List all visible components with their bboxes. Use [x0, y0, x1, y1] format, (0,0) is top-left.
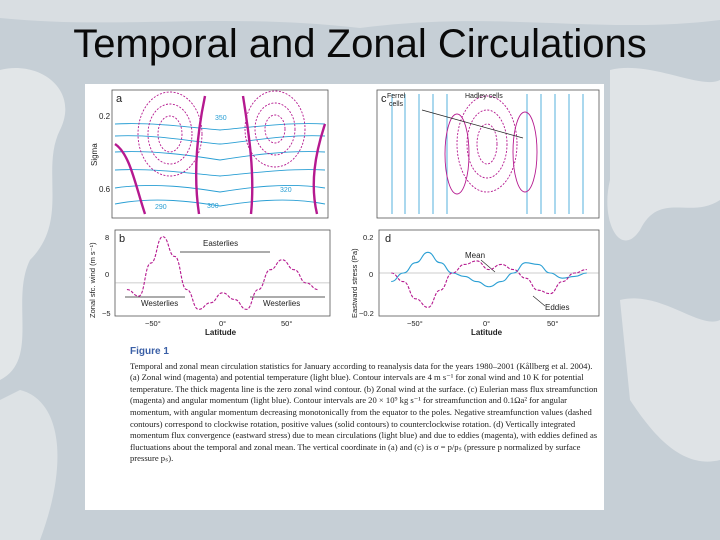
mean-label: Mean: [465, 251, 485, 260]
panel-b-xlabel: Latitude: [205, 328, 237, 337]
eddies-label: Eddies: [545, 303, 569, 312]
contour-label: 290: [155, 204, 167, 211]
ferrel-cells-label: Ferrel cells: [387, 93, 406, 108]
panel-c-letter: c: [381, 93, 387, 105]
panel-b-xtick: 0°: [219, 319, 226, 328]
series-line-mean: [391, 251, 587, 288]
panel-a-ytick: 0.6: [99, 185, 111, 194]
slide-title: Temporal and Zonal Circulations: [73, 22, 647, 66]
contour-label: 320: [280, 187, 292, 194]
wind-contours: [137, 90, 306, 177]
contour-label: 300: [207, 203, 219, 210]
panel-d-ytick: 0.2: [363, 233, 373, 242]
caption-text: Temporal and zonal mean circulation stat…: [130, 360, 598, 464]
series-line-wind: [126, 236, 319, 310]
panel-d-ylabel: Eastward stress (Pa): [350, 248, 359, 318]
panel-d-xtick: 50°: [547, 319, 558, 328]
theta-contours: [114, 123, 326, 207]
panel-a-ylabel: Sigma: [90, 143, 99, 166]
panel-d-xtick: 0°: [483, 319, 490, 328]
panel-b: b Zonal sfc. wind (m s⁻¹) 8 0 −5 −50° 0°…: [85, 226, 345, 338]
panel-b-letter: b: [119, 233, 125, 245]
zero-wind-contour: [114, 95, 327, 215]
panel-b-ytick: 8: [105, 233, 109, 242]
panel-d-xlabel: Latitude: [471, 328, 503, 337]
contour-label: 350: [215, 115, 227, 122]
panel-d-ytick: −0.2: [359, 309, 374, 318]
streamfunction-contours: [444, 95, 538, 195]
westerlies-label: Westerlies: [263, 299, 300, 308]
panel-d-xtick: −50°: [407, 319, 423, 328]
caption-label: Figure 1: [130, 346, 169, 357]
figure-card: a Sigma 0.2 0.6: [85, 84, 604, 510]
panel-b-xtick: 50°: [281, 319, 292, 328]
hadley-cells-label: Hadley cells: [465, 93, 503, 100]
panel-b-xtick: −50°: [145, 319, 161, 328]
panel-c: c Ferrel cells Hadley cells: [347, 84, 604, 224]
series-line-eddies: [391, 260, 587, 308]
panel-b-ylabel: Zonal sfc. wind (m s⁻¹): [88, 242, 97, 318]
figure-caption: Figure 1 Temporal and zonal mean circula…: [130, 346, 600, 506]
westerlies-label: Westerlies: [141, 299, 178, 308]
panel-a-letter: a: [116, 93, 123, 105]
easterlies-label: Easterlies: [203, 239, 238, 248]
panel-b-ytick: −5: [102, 309, 111, 318]
panel-d-letter: d: [385, 233, 391, 245]
panel-b-ytick: 0: [105, 270, 109, 279]
panel-d-ytick: 0: [369, 270, 373, 279]
panel-d: d Eastward stress (Pa) 0.2 0 −0.2 −50° 0…: [347, 226, 604, 338]
panel-a-ytick: 0.2: [99, 112, 111, 121]
panel-a: a Sigma 0.2 0.6: [85, 84, 345, 224]
angular-momentum-lines: [391, 94, 584, 214]
